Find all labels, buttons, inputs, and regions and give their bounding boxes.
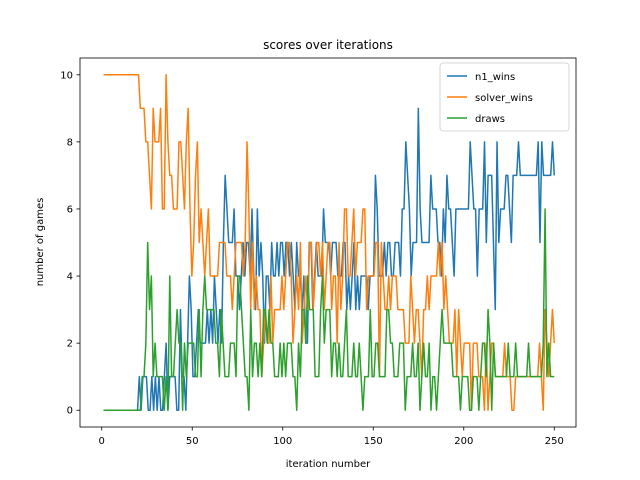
y-tick-label: 8 xyxy=(67,137,73,148)
series-line-solver-wins xyxy=(103,74,556,411)
axes-frame xyxy=(79,57,577,428)
x-tick-label: 50 xyxy=(186,436,199,447)
y-tick-label: 4 xyxy=(67,272,73,283)
legend-label: draws xyxy=(475,114,505,125)
x-tick-label: 0 xyxy=(99,436,105,447)
y-axis-label: number of games xyxy=(35,198,46,287)
legend-box xyxy=(439,62,570,132)
x-tick-label: 100 xyxy=(273,436,292,447)
chart-title: scores over iterations xyxy=(263,38,393,52)
y-tick-label: 6 xyxy=(67,204,73,215)
plot-area xyxy=(103,74,556,411)
legend-label: solver_wins xyxy=(475,93,533,104)
y-tick-label: 2 xyxy=(67,339,73,350)
legend-label: n1_wins xyxy=(475,72,515,83)
x-tick-label: 200 xyxy=(454,436,473,447)
y-tick-label: 10 xyxy=(60,70,73,81)
y-tick-label: 0 xyxy=(67,406,73,417)
y-axis: 0 2 4 6 8 10 xyxy=(60,70,80,417)
x-axis-label: iteration number xyxy=(286,459,371,470)
series-line-draws xyxy=(103,208,555,411)
x-tick-label: 250 xyxy=(545,436,564,447)
x-tick-label: 150 xyxy=(364,436,383,447)
x-axis: 0 50 100 150 200 250 xyxy=(99,427,564,447)
